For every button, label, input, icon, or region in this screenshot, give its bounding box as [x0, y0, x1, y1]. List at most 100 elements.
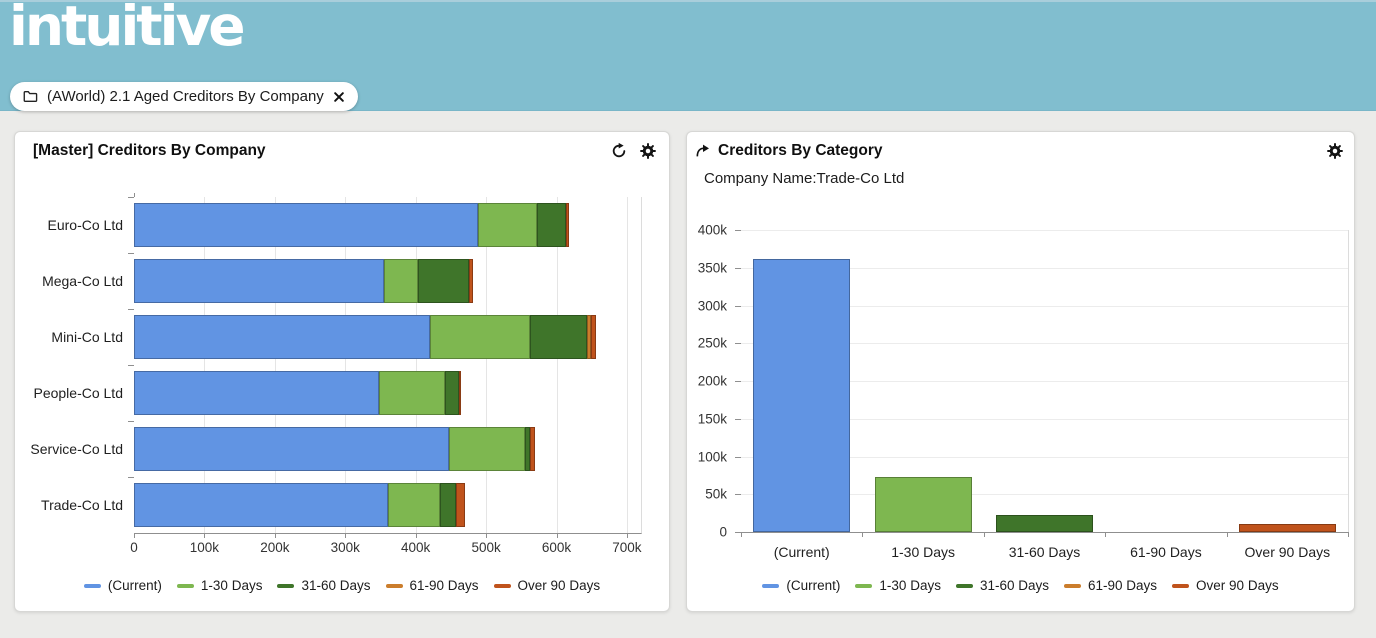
right-chart-ylabels: 0 50k 100k 150k 200k 250k 300k 350k 400k — [687, 223, 735, 540]
bar-segment[interactable] — [449, 427, 525, 471]
legend-swatch — [385, 583, 403, 588]
x-tick-label: 0 — [130, 540, 138, 555]
legend-label: Over 90 Days — [1196, 578, 1279, 593]
bar-cell — [1227, 230, 1348, 532]
bar-segment[interactable] — [388, 483, 440, 527]
x-axis-tick — [626, 533, 628, 538]
legend-label: 61-90 Days — [1088, 578, 1158, 593]
bar-segment[interactable] — [456, 483, 465, 527]
legend-item[interactable]: 61-90 Days — [1064, 578, 1157, 593]
refresh-icon[interactable] — [610, 142, 628, 160]
bar-segment[interactable] — [134, 483, 389, 527]
legend-item[interactable]: (Current) — [762, 578, 840, 593]
bar-segment[interactable] — [537, 203, 567, 247]
legend-swatch — [1172, 583, 1190, 588]
legend-swatch — [855, 583, 873, 588]
gear-icon[interactable] — [1326, 142, 1344, 160]
x-tick-label: 100k — [189, 540, 220, 555]
category-label: Mega-Co Ltd — [42, 273, 123, 289]
gridline — [204, 197, 206, 533]
left-panel-title: [Master] Creditors By Company — [33, 142, 266, 159]
report-tab[interactable]: (AWorld) 2.1 Aged Creditors By Company — [10, 82, 358, 111]
legend-item[interactable]: Over 90 Days — [1172, 578, 1279, 593]
bar-segment[interactable] — [444, 371, 459, 415]
bar-segment[interactable] — [134, 259, 384, 303]
gridline — [626, 197, 628, 533]
bar-row — [134, 203, 641, 247]
x-tick-label: 200k — [260, 540, 290, 555]
legend-item[interactable]: 1-30 Days — [855, 578, 941, 593]
x-axis-tick — [741, 532, 742, 537]
x-axis-tick — [486, 533, 488, 538]
bar-segment[interactable] — [458, 371, 462, 415]
bar-segment[interactable] — [379, 371, 445, 415]
bar-segment[interactable] — [524, 427, 530, 471]
gridline — [741, 305, 1348, 307]
legend-label: 31-60 Days — [979, 578, 1049, 593]
bar-segment[interactable] — [134, 371, 380, 415]
bar-segment[interactable] — [430, 315, 531, 359]
gridline — [741, 494, 1348, 496]
legend-item[interactable]: 1-30 Days — [176, 578, 262, 593]
x-axis-tick — [983, 532, 985, 537]
app-header: intuitive (AWorld) 2.1 Aged Creditors By… — [0, 0, 1376, 111]
gridline — [486, 197, 488, 533]
bar[interactable] — [1238, 524, 1336, 532]
legend-item[interactable]: 31-60 Days — [955, 578, 1049, 593]
x-axis-tick — [1348, 532, 1349, 537]
category-label: 31-60 Days — [1008, 544, 1081, 560]
bar-segment[interactable] — [439, 483, 457, 527]
left-chart-legend: (Current) 1-30 Days 31-60 Days 61-90 Days Ov… — [15, 578, 669, 593]
x-axis-tick — [556, 533, 558, 538]
bar-segment[interactable] — [469, 259, 474, 303]
legend-label: Over 90 Days — [517, 578, 601, 593]
category-label: People-Co Ltd — [33, 385, 123, 401]
legend-item[interactable]: 61-90 Days — [385, 578, 479, 593]
y-axis-tick — [735, 230, 741, 231]
bar-segment[interactable] — [587, 315, 591, 359]
bar-segment[interactable] — [134, 427, 450, 471]
legend-swatch — [493, 583, 511, 588]
bar-segment[interactable] — [590, 315, 596, 359]
bar-segment[interactable] — [134, 203, 478, 247]
bar-segment[interactable] — [383, 259, 418, 303]
bar-segment[interactable] — [529, 427, 536, 471]
right-panel-subtitle: Company Name:Trade-Co Ltd — [704, 170, 905, 187]
y-tick-label: 300k — [697, 298, 727, 313]
bar-segment[interactable] — [134, 315, 431, 359]
tab-label: (AWorld) 2.1 Aged Creditors By Company — [47, 88, 324, 105]
category-label: Over 90 Days — [1244, 544, 1331, 560]
y-tick-label: 150k — [697, 411, 727, 427]
bar[interactable] — [753, 258, 851, 532]
category-label: 1-30 Days — [891, 544, 956, 560]
gridline — [741, 267, 1348, 269]
x-tick-label: 500k — [471, 540, 501, 555]
right-chart-xlabels: (Current) 1-30 Days 31-60 Days 61-90 Days Ov… — [741, 544, 1348, 560]
legend-item[interactable]: Over 90 Days — [493, 578, 601, 593]
legend-item[interactable]: 31-60 Days — [277, 578, 371, 593]
gear-icon[interactable] — [639, 142, 657, 160]
x-tick-label: 300k — [330, 540, 360, 555]
legend-swatch — [83, 583, 101, 588]
bar-row — [134, 371, 641, 415]
y-axis-tick — [735, 305, 741, 307]
x-axis-tick — [204, 533, 206, 538]
category-label: 61-90 Days — [1130, 544, 1202, 560]
app-logo: intuitive — [9, 0, 246, 58]
x-axis-tick — [274, 533, 276, 538]
bar-segment[interactable] — [417, 259, 470, 303]
legend-item[interactable]: (Current) — [83, 578, 162, 593]
bar-row — [134, 427, 641, 471]
bar[interactable] — [874, 476, 972, 532]
bar-segment[interactable] — [566, 203, 570, 247]
bar-segment[interactable] — [477, 203, 538, 247]
left-panel-title-row: [Master] Creditors By Company — [33, 142, 657, 160]
bar[interactable] — [995, 514, 1094, 532]
legend-label: 1-30 Days — [879, 578, 941, 593]
gridline — [741, 456, 1348, 458]
close-icon[interactable] — [332, 90, 346, 104]
y-axis-tick — [128, 309, 134, 310]
legend-label: 31-60 Days — [301, 578, 371, 593]
bar-segment[interactable] — [530, 315, 588, 359]
gridline — [741, 381, 1348, 382]
